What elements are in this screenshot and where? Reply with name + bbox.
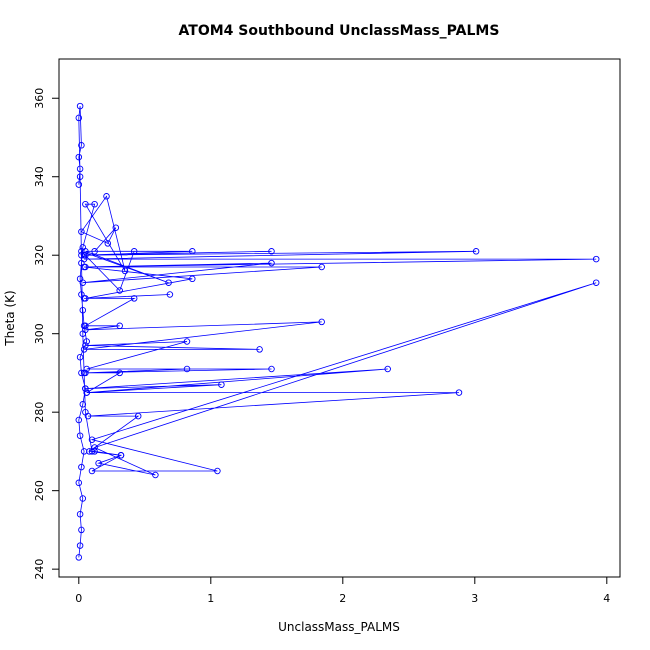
x-tick-label: 4	[603, 592, 610, 605]
data-point	[91, 448, 98, 455]
data-point	[80, 263, 88, 271]
x-axis: 0 1 2 3 4	[75, 576, 610, 605]
data-point	[79, 401, 87, 408]
data-point	[75, 181, 83, 188]
data-point	[78, 526, 85, 534]
data-point	[75, 416, 83, 424]
data-point	[91, 248, 98, 255]
data-point	[79, 279, 87, 286]
series-line	[78, 106, 597, 558]
data-point	[78, 251, 85, 259]
data-point	[83, 389, 90, 396]
data-point	[592, 279, 600, 286]
data-point	[318, 318, 325, 326]
x-tick-label: 0	[75, 592, 82, 605]
data-point	[134, 412, 142, 420]
data-point	[268, 365, 275, 373]
data-point	[80, 346, 88, 353]
data-point	[455, 389, 463, 396]
data-point	[82, 322, 89, 330]
data-point	[75, 554, 83, 561]
data-point	[82, 408, 89, 416]
data-point	[80, 295, 88, 302]
y-tick-label: 320	[33, 245, 46, 266]
data-point	[472, 248, 480, 255]
data-point	[82, 200, 89, 208]
data-point	[76, 432, 84, 439]
x-tick-label: 3	[471, 592, 478, 605]
data-point	[268, 248, 275, 255]
y-tick-label: 280	[33, 402, 46, 423]
data-point	[165, 279, 172, 286]
data-point	[130, 248, 138, 255]
y-tick-label: 340	[33, 166, 46, 187]
y-axis-label: Theta (K)	[3, 290, 17, 346]
data-point	[82, 248, 89, 255]
y-tick-label: 240	[33, 559, 46, 580]
data-point	[116, 287, 123, 294]
data-point	[76, 165, 84, 173]
x-tick-label: 1	[207, 592, 214, 605]
data-point	[592, 255, 600, 263]
data-point	[88, 448, 96, 455]
y-tick-label: 300	[33, 323, 46, 344]
x-axis-label: UnclassMass_PALMS	[278, 620, 400, 634]
data-point	[116, 322, 123, 330]
data-point	[183, 365, 191, 373]
data-point	[78, 142, 85, 149]
data-point	[189, 248, 196, 255]
data-point	[82, 342, 89, 349]
data-point	[82, 385, 89, 392]
data-point	[82, 251, 89, 259]
data-point	[130, 295, 138, 302]
data-point	[75, 153, 83, 161]
data-point	[384, 365, 391, 373]
chart-title: ATOM4 Southbound UnclassMass_PALMS	[179, 23, 500, 39]
data-point	[76, 353, 84, 361]
data-point	[214, 467, 221, 475]
y-tick-label: 260	[33, 480, 46, 501]
data-point	[76, 510, 84, 518]
data-point	[75, 114, 83, 122]
data-point	[83, 338, 90, 345]
plot-frame	[58, 58, 621, 578]
data-point	[103, 193, 110, 200]
data-point	[91, 200, 98, 208]
data-point	[79, 330, 87, 337]
data-point	[183, 338, 191, 345]
data-point	[189, 275, 196, 283]
data-point	[318, 263, 325, 271]
data-point	[76, 173, 84, 180]
data-point	[79, 306, 87, 314]
data-point	[78, 463, 85, 471]
data-point	[117, 452, 125, 459]
y-axis: 240 260 280 300 320 340 360	[33, 88, 60, 580]
series-layer	[75, 102, 600, 561]
data-point	[95, 459, 102, 467]
data-point	[76, 102, 84, 110]
data-point	[152, 471, 159, 479]
data-point	[218, 381, 225, 388]
data-point	[256, 346, 263, 353]
data-point	[80, 369, 88, 377]
data-point	[88, 436, 96, 443]
data-point	[76, 542, 84, 549]
data-point	[112, 224, 120, 231]
data-point	[78, 369, 85, 377]
data-point	[78, 228, 85, 235]
data-point	[268, 259, 275, 267]
data-point	[166, 291, 174, 298]
data-point	[88, 467, 96, 475]
data-point	[104, 240, 112, 247]
x-tick-label: 2	[339, 592, 346, 605]
data-point	[75, 479, 83, 487]
y-tick-label: 360	[33, 88, 46, 109]
data-point	[116, 369, 123, 377]
data-point	[121, 267, 129, 275]
data-point	[79, 495, 87, 502]
